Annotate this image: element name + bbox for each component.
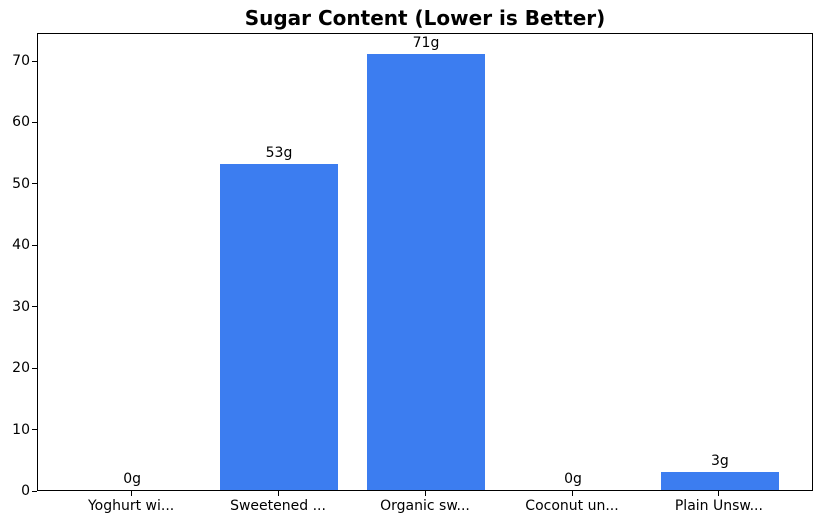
- bar: [367, 53, 485, 490]
- bar: [661, 471, 779, 490]
- x-tick-label: Sweetened ...: [230, 498, 326, 514]
- y-tick-mark: [32, 367, 37, 369]
- x-tick-mark: [571, 491, 573, 496]
- x-tick-label: Plain Unsw...: [674, 498, 763, 514]
- y-tick-mark: [32, 429, 37, 431]
- y-tick-label: 70: [12, 53, 30, 69]
- x-tick-mark: [718, 491, 720, 496]
- bar-value-label: 71g: [412, 34, 440, 51]
- bar-value-label: 3g: [710, 452, 729, 469]
- x-tick-label: Yoghurt wi...: [87, 498, 175, 514]
- bar-value-label: 0g: [123, 471, 141, 487]
- bar-value-label: 0g: [564, 471, 582, 487]
- y-tick-label: 10: [12, 421, 30, 438]
- x-tick-label: Organic sw...: [380, 498, 470, 514]
- y-tick-mark: [32, 121, 37, 123]
- bar-value-label: 53g: [265, 145, 293, 162]
- plot-area: 0g 53g 71g 0g 3g: [37, 33, 813, 491]
- x-tick-mark: [424, 491, 426, 496]
- y-tick-label: 20: [12, 360, 30, 377]
- x-tick-label: Coconut un...: [525, 498, 619, 514]
- y-tick-mark: [32, 183, 37, 185]
- y-tick-label: 0: [21, 483, 30, 499]
- y-tick-mark: [32, 306, 37, 308]
- x-tick-mark: [130, 491, 132, 496]
- chart-title: Sugar Content (Lower is Better): [244, 6, 606, 30]
- y-tick-label: 60: [12, 114, 30, 131]
- y-tick-label: 50: [12, 175, 30, 192]
- y-tick-mark: [32, 60, 37, 62]
- bar: [220, 164, 338, 490]
- x-tick-mark: [277, 491, 279, 496]
- y-tick-mark: [32, 244, 37, 246]
- y-tick-label: 40: [12, 237, 30, 254]
- y-tick-label: 30: [12, 298, 30, 315]
- y-tick-mark: [32, 490, 37, 492]
